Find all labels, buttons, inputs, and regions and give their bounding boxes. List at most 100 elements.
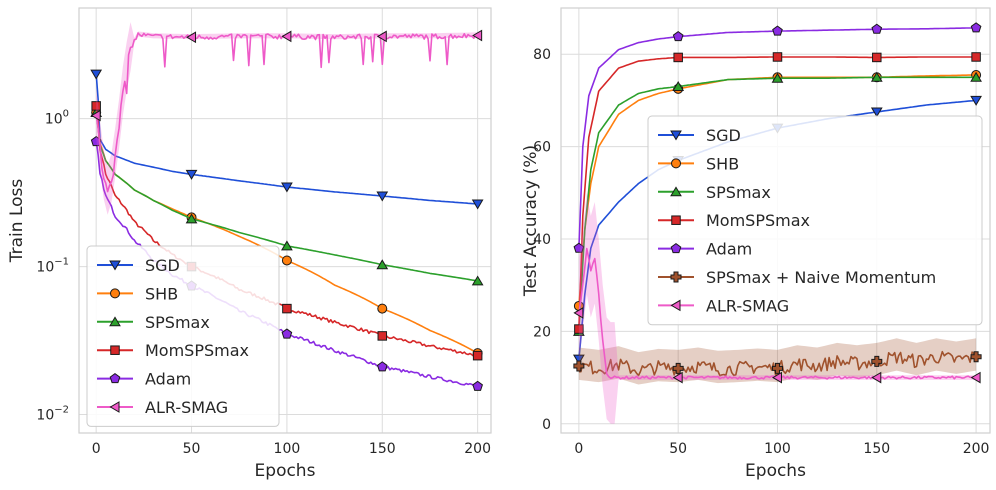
series-momspsmax [574, 52, 981, 334]
y-tick-label: 0 [542, 417, 551, 433]
series-sgd [90, 69, 484, 210]
legend-entry-spsmax-naive-momentum: SPSmax + Naive Momentum [658, 268, 936, 287]
x-tick-label: 50 [669, 441, 687, 457]
x-tick-label: 50 [183, 441, 201, 457]
data-point-adam [672, 31, 684, 42]
data-point-sgd [281, 182, 293, 193]
chart-panel-train-loss: 0 50 100 150 200 100 10−1 10−2 Epochs Train Loss S… [7, 7, 492, 481]
legend-marker [670, 130, 682, 141]
data-point-adam [772, 25, 783, 36]
x-tick-label: 150 [863, 441, 890, 457]
x-axis-label: Epochs [255, 461, 316, 481]
legend-entry-alr-smag: ALR-SMAG [97, 398, 228, 417]
legend-marker [670, 271, 682, 283]
legend-box [86, 245, 280, 427]
data-point-spsmax [185, 213, 198, 224]
data-point-momspsmax [673, 52, 683, 63]
x-tick-label: 200 [963, 441, 990, 457]
legend: SGD SHB SPSmax MomSPSmax Adam SPSmax + Naive … [647, 115, 983, 326]
legend-entry-sgd: SGD [97, 256, 180, 275]
legend-label: SGD [706, 126, 741, 145]
x-tick-label: 100 [764, 441, 791, 457]
data-point-spsmax [672, 81, 685, 92]
legend-box [647, 115, 983, 326]
legend-marker [109, 372, 121, 384]
data-point-spsmax-naive-momentum [871, 355, 883, 367]
legend-label: SPSmax [145, 313, 210, 332]
legend-entry-spsmax: SPSmax [97, 313, 210, 332]
x-tick-label: 150 [369, 441, 396, 457]
data-point-alr-smag [376, 30, 387, 43]
data-point-spsmax [471, 275, 484, 286]
y-tick-label: 100 [45, 109, 69, 128]
data-point-alr-smag [771, 371, 782, 384]
data-point-spsmax [970, 71, 982, 82]
legend-entry-shb: SHB [658, 154, 739, 173]
data-point-spsmax [771, 72, 784, 83]
y-tick-label: 10−1 [36, 257, 69, 276]
y-tick-label: 10−2 [36, 405, 69, 424]
legend-entry-momspsmax: MomSPSmax [97, 341, 249, 360]
data-point-alr-smag [472, 29, 483, 42]
y-axis-label: Train Loss [7, 179, 27, 264]
data-point-adam [573, 242, 585, 253]
legend-marker [110, 345, 120, 355]
data-point-momspsmax [91, 101, 101, 111]
series-adam [573, 22, 982, 253]
data-point-spsmax [376, 259, 389, 270]
y-tick-label: 40 [533, 232, 551, 248]
legend-entry-adam: Adam [658, 240, 752, 259]
legend-label: SPSmax [706, 183, 771, 202]
legend-marker [109, 401, 120, 413]
legend-label: Adam [145, 370, 191, 389]
data-point-alr-smag [672, 371, 683, 384]
data-point-momspsmax [872, 52, 882, 63]
data-point-alr-smag [281, 30, 292, 43]
legend-entry-alr-smag: ALR-SMAG [658, 296, 789, 315]
data-point-sgd [573, 354, 585, 365]
data-point-sgd [376, 191, 389, 202]
x-axis-label: Epochs [745, 461, 806, 481]
data-point-adam [970, 22, 982, 33]
x-tick-label: 200 [464, 441, 491, 457]
legend-marker [670, 242, 682, 254]
y-tick-label: 20 [533, 324, 551, 340]
legend-label: SHB [145, 284, 178, 303]
legend-label: MomSPSmax [706, 211, 810, 230]
data-point-spsmax [870, 71, 883, 82]
legend-marker [670, 186, 682, 197]
data-point-shb [281, 255, 292, 266]
data-point-momspsmax [377, 331, 388, 341]
data-point-spsmax [281, 240, 293, 251]
data-point-sgd [471, 199, 484, 210]
data-point-adam [281, 328, 293, 339]
legend-entry-momspsmax: MomSPSmax [658, 211, 810, 230]
y-tick-label: 80 [533, 47, 551, 63]
legend-marker [109, 316, 121, 327]
data-point-momspsmax [772, 52, 783, 62]
data-point-momspsmax [282, 303, 292, 314]
legend-label: MomSPSmax [145, 341, 249, 360]
data-point-momspsmax [574, 324, 584, 334]
data-point-alr-smag [573, 307, 584, 319]
data-point-alr-smag [970, 371, 981, 384]
data-point-alr-smag [186, 31, 197, 44]
legend-label: SPSmax + Naive Momentum [706, 268, 936, 287]
x-tick-label: 0 [92, 441, 101, 457]
legend-entry-sgd: SGD [658, 126, 741, 145]
legend-entry-adam: Adam [97, 370, 191, 389]
data-point-sgd [870, 107, 883, 118]
legend-entry-shb: SHB [97, 284, 178, 303]
legend: SGD SHB SPSmax MomSPSmax Adam ALR-SMAG [86, 245, 280, 427]
legend-label: ALR-SMAG [706, 296, 789, 315]
data-point-adam [376, 361, 388, 372]
x-tick-label: 100 [274, 441, 301, 457]
plot-area [573, 22, 982, 424]
data-point-alr-smag [90, 109, 101, 122]
legend-marker [670, 299, 681, 312]
chart-panel-test-accuracy: 0 50 100 150 200 0 20 40 60 80 Epochs Test Accuracy… [521, 7, 991, 481]
y-axis-label: Test Accuracy (%) [521, 145, 541, 297]
data-point-spsmax-naive-momentum [573, 360, 585, 372]
data-point-momspsmax [472, 350, 483, 361]
